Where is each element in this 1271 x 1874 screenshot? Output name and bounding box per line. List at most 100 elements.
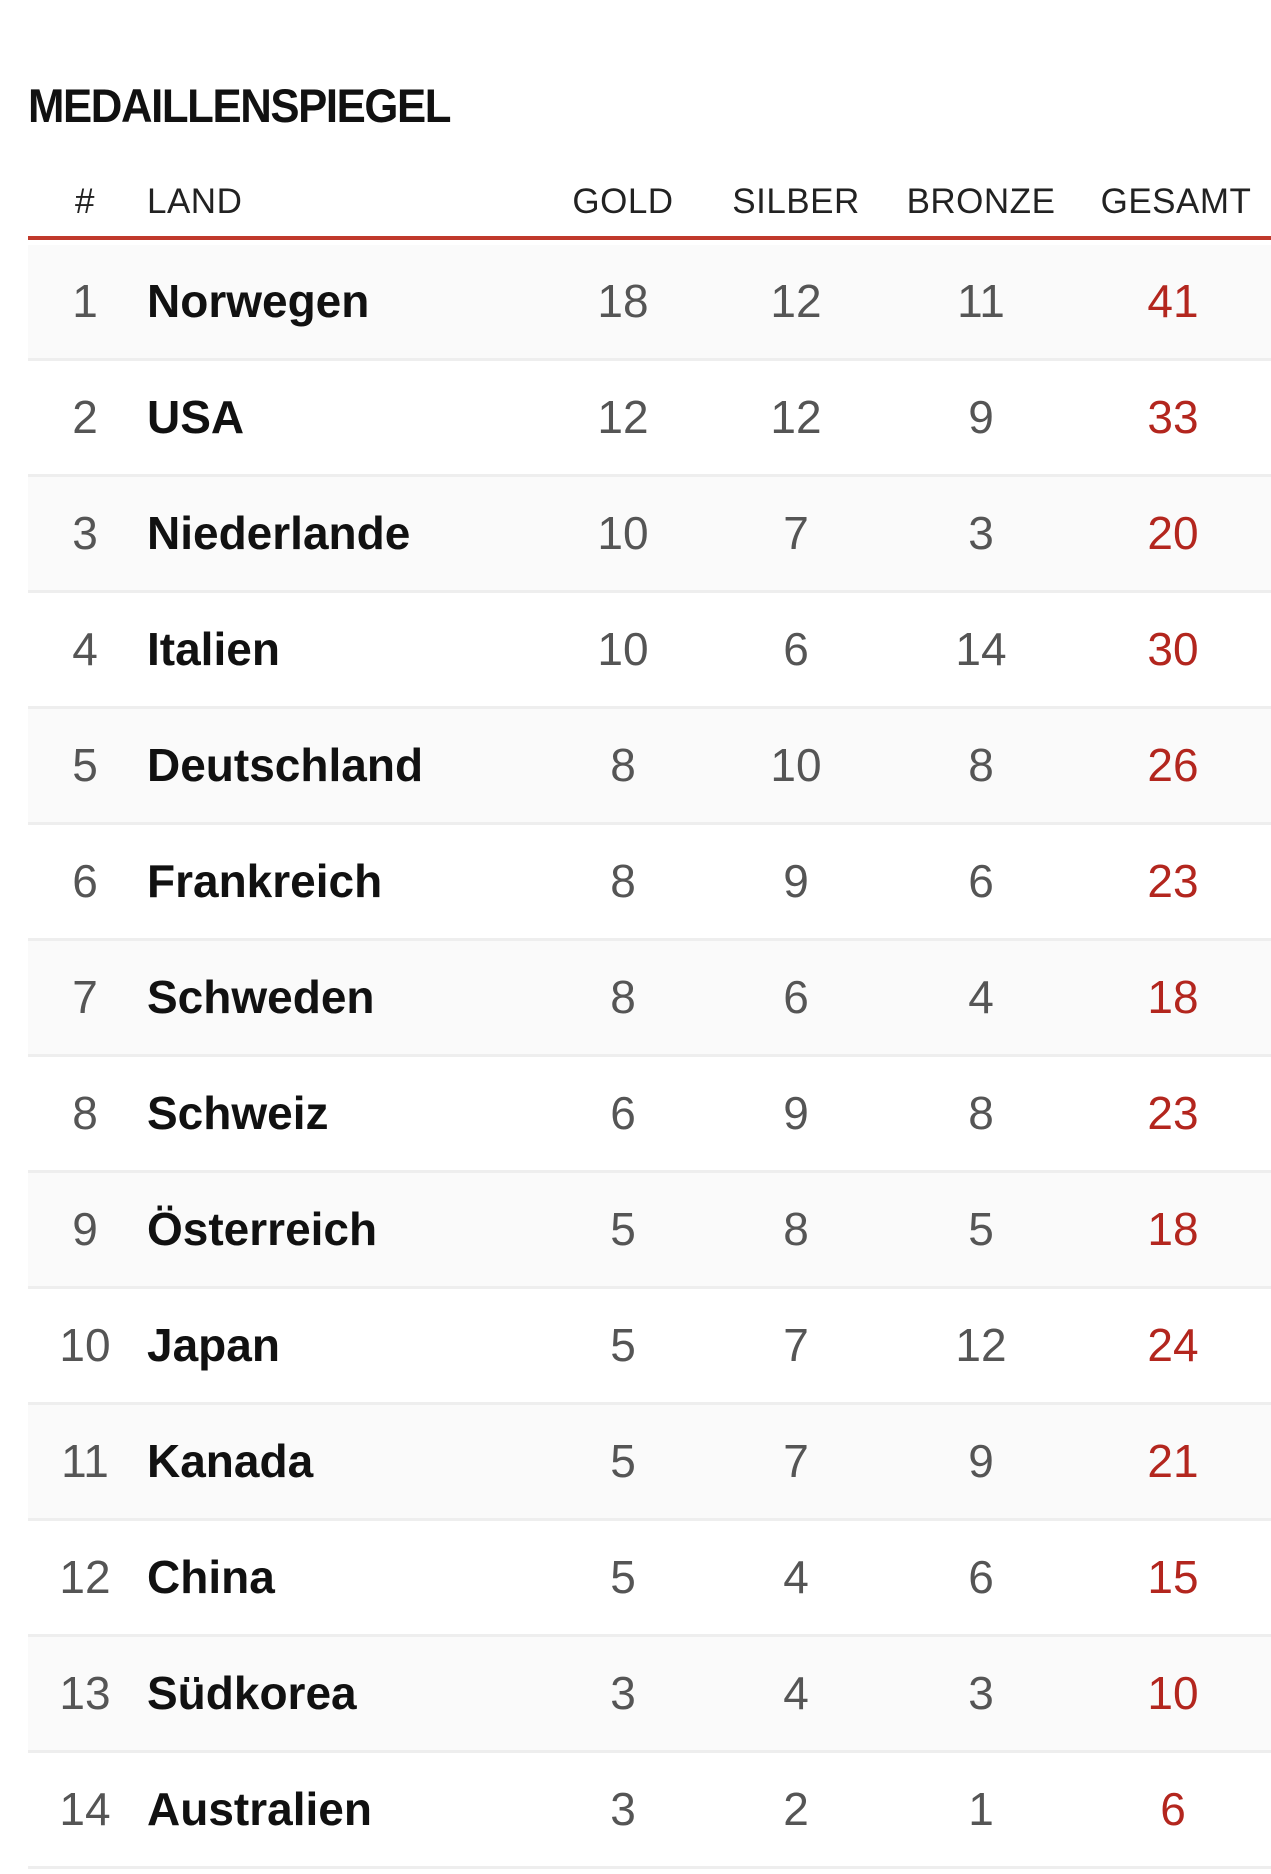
table-row: 1 Norwegen 18 12 11 41 <box>28 245 1271 361</box>
bronze-cell: 6 <box>968 1551 994 1603</box>
gold-cell: 10 <box>597 623 649 675</box>
total-cell: 30 <box>1147 623 1199 675</box>
rank-cell: 1 <box>72 275 98 327</box>
country-cell: USA <box>147 391 245 443</box>
bronze-cell: 5 <box>968 1203 994 1255</box>
total-cell: 41 <box>1147 275 1199 327</box>
total-cell: 33 <box>1147 391 1199 443</box>
country-cell: Italien <box>147 623 280 675</box>
column-header-rank[interactable]: # <box>75 182 95 221</box>
country-cell: Österreich <box>147 1203 378 1255</box>
bronze-cell: 3 <box>968 1667 994 1719</box>
gold-cell: 6 <box>610 1087 636 1139</box>
column-header-land[interactable]: LAND <box>147 182 243 221</box>
country-cell: Niederlande <box>147 507 411 559</box>
total-cell: 23 <box>1147 855 1199 907</box>
total-cell: 26 <box>1147 739 1199 791</box>
bronze-cell: 6 <box>968 855 994 907</box>
table-row: 12 China 5 4 6 15 <box>28 1521 1271 1637</box>
medal-table-header: # LAND GOLD SILBER BRONZE GESAMT <box>28 170 1271 240</box>
silver-cell: 6 <box>783 971 809 1023</box>
column-header-gold[interactable]: GOLD <box>572 182 674 221</box>
table-row: 2 USA 12 12 9 33 <box>28 361 1271 477</box>
silver-cell: 9 <box>783 855 809 907</box>
rank-cell: 4 <box>72 623 98 675</box>
table-row: 7 Schweden 8 6 4 18 <box>28 941 1271 1057</box>
rank-cell: 6 <box>72 855 98 907</box>
rank-cell: 7 <box>72 971 98 1023</box>
bronze-cell: 12 <box>955 1319 1007 1371</box>
rank-cell: 5 <box>72 739 98 791</box>
country-cell: Japan <box>147 1319 280 1371</box>
table-row: 8 Schweiz 6 9 8 23 <box>28 1057 1271 1173</box>
medal-table-title: MEDAILLENSPIEGEL <box>28 79 451 132</box>
table-row: 13 Südkorea 3 4 3 10 <box>28 1637 1271 1753</box>
bronze-cell: 11 <box>957 275 1005 327</box>
rank-cell: 13 <box>59 1667 111 1719</box>
total-cell: 18 <box>1147 971 1199 1023</box>
bronze-cell: 14 <box>955 623 1007 675</box>
country-cell: Australien <box>147 1783 372 1835</box>
rank-cell: 11 <box>61 1435 109 1487</box>
bronze-cell: 8 <box>968 1087 994 1139</box>
rank-cell: 9 <box>72 1203 98 1255</box>
bronze-cell: 1 <box>968 1783 994 1835</box>
gold-cell: 8 <box>610 971 636 1023</box>
silver-cell: 12 <box>770 391 822 443</box>
silver-cell: 4 <box>783 1551 809 1603</box>
table-row: 6 Frankreich 8 9 6 23 <box>28 825 1271 941</box>
medal-table-body: 1 Norwegen 18 12 11 41 2 USA 12 12 9 33 … <box>28 245 1271 1869</box>
column-header-silber[interactable]: SILBER <box>732 182 860 221</box>
table-row: 5 Deutschland 8 10 8 26 <box>28 709 1271 825</box>
gold-cell: 8 <box>610 739 636 791</box>
silver-cell: 7 <box>783 1435 809 1487</box>
rank-cell: 10 <box>59 1319 111 1371</box>
rank-cell: 14 <box>59 1783 111 1835</box>
gold-cell: 3 <box>610 1667 636 1719</box>
gold-cell: 5 <box>610 1319 636 1371</box>
gold-cell: 8 <box>610 855 636 907</box>
table-row: 4 Italien 10 6 14 30 <box>28 593 1271 709</box>
bronze-cell: 9 <box>968 391 994 443</box>
gold-cell: 5 <box>610 1203 636 1255</box>
country-cell: Schweiz <box>147 1087 329 1139</box>
silver-cell: 7 <box>783 1319 809 1371</box>
rank-cell: 2 <box>72 391 98 443</box>
silver-cell: 9 <box>783 1087 809 1139</box>
silver-cell: 10 <box>770 739 822 791</box>
column-header-gesamt[interactable]: GESAMT <box>1100 182 1252 221</box>
bronze-cell: 3 <box>968 507 994 559</box>
gold-cell: 5 <box>610 1551 636 1603</box>
total-cell: 10 <box>1147 1667 1199 1719</box>
silver-cell: 12 <box>770 275 822 327</box>
total-cell: 20 <box>1147 507 1199 559</box>
country-cell: Schweden <box>147 971 375 1023</box>
silver-cell: 2 <box>783 1783 809 1835</box>
table-row: 9 Österreich 5 8 5 18 <box>28 1173 1271 1289</box>
total-cell: 24 <box>1147 1319 1199 1371</box>
total-cell: 21 <box>1147 1435 1199 1487</box>
table-row: 11 Kanada 5 7 9 21 <box>28 1405 1271 1521</box>
bronze-cell: 4 <box>968 971 994 1023</box>
bronze-cell: 8 <box>968 739 994 791</box>
country-cell: Norwegen <box>147 275 370 327</box>
total-cell: 18 <box>1147 1203 1199 1255</box>
bronze-cell: 9 <box>968 1435 994 1487</box>
silver-cell: 7 <box>783 507 809 559</box>
country-cell: Deutschland <box>147 739 424 791</box>
gold-cell: 12 <box>597 391 649 443</box>
total-cell: 23 <box>1147 1087 1199 1139</box>
column-header-bronze[interactable]: BRONZE <box>906 182 1056 221</box>
country-cell: China <box>147 1551 275 1603</box>
table-row: 3 Niederlande 10 7 3 20 <box>28 477 1271 593</box>
country-cell: Frankreich <box>147 855 383 907</box>
total-cell: 6 <box>1160 1783 1186 1835</box>
rank-cell: 12 <box>59 1551 111 1603</box>
silver-cell: 4 <box>783 1667 809 1719</box>
gold-cell: 5 <box>610 1435 636 1487</box>
silver-cell: 6 <box>783 623 809 675</box>
country-cell: Südkorea <box>147 1667 357 1719</box>
total-cell: 15 <box>1147 1551 1199 1603</box>
table-row: 10 Japan 5 7 12 24 <box>28 1289 1271 1405</box>
table-row: 14 Australien 3 2 1 6 <box>28 1753 1271 1869</box>
